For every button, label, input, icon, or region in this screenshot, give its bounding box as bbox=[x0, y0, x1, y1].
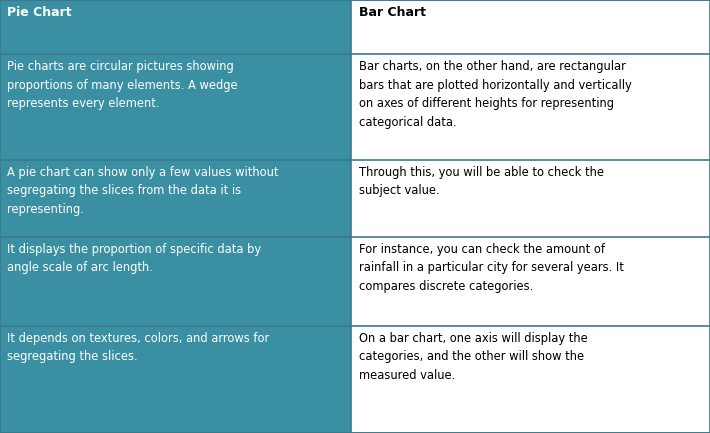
Bar bbox=[0, 237, 351, 326]
Bar bbox=[0, 326, 351, 433]
Bar bbox=[351, 0, 710, 55]
Bar bbox=[0, 0, 351, 55]
Text: It displays the proportion of specific data by
angle scale of arc length.: It displays the proportion of specific d… bbox=[7, 243, 261, 274]
Bar bbox=[0, 160, 351, 237]
Bar bbox=[351, 160, 710, 237]
Bar bbox=[351, 55, 710, 160]
Text: On a bar chart, one axis will display the
categories, and the other will show th: On a bar chart, one axis will display th… bbox=[359, 332, 587, 382]
Text: It depends on textures, colors, and arrows for
segregating the slices.: It depends on textures, colors, and arro… bbox=[7, 332, 269, 363]
Text: Through this, you will be able to check the
subject value.: Through this, you will be able to check … bbox=[359, 166, 604, 197]
Bar bbox=[0, 55, 351, 160]
Text: Pie Chart: Pie Chart bbox=[7, 6, 72, 19]
Text: Bar charts, on the other hand, are rectangular
bars that are plotted horizontall: Bar charts, on the other hand, are recta… bbox=[359, 60, 631, 129]
Bar bbox=[351, 326, 710, 433]
Text: Pie charts are circular pictures showing
proportions of many elements. A wedge
r: Pie charts are circular pictures showing… bbox=[7, 60, 238, 110]
Text: A pie chart can show only a few values without
segregating the slices from the d: A pie chart can show only a few values w… bbox=[7, 166, 278, 216]
Text: Bar Chart: Bar Chart bbox=[359, 6, 425, 19]
Bar bbox=[351, 237, 710, 326]
Text: For instance, you can check the amount of
rainfall in a particular city for seve: For instance, you can check the amount o… bbox=[359, 243, 623, 293]
